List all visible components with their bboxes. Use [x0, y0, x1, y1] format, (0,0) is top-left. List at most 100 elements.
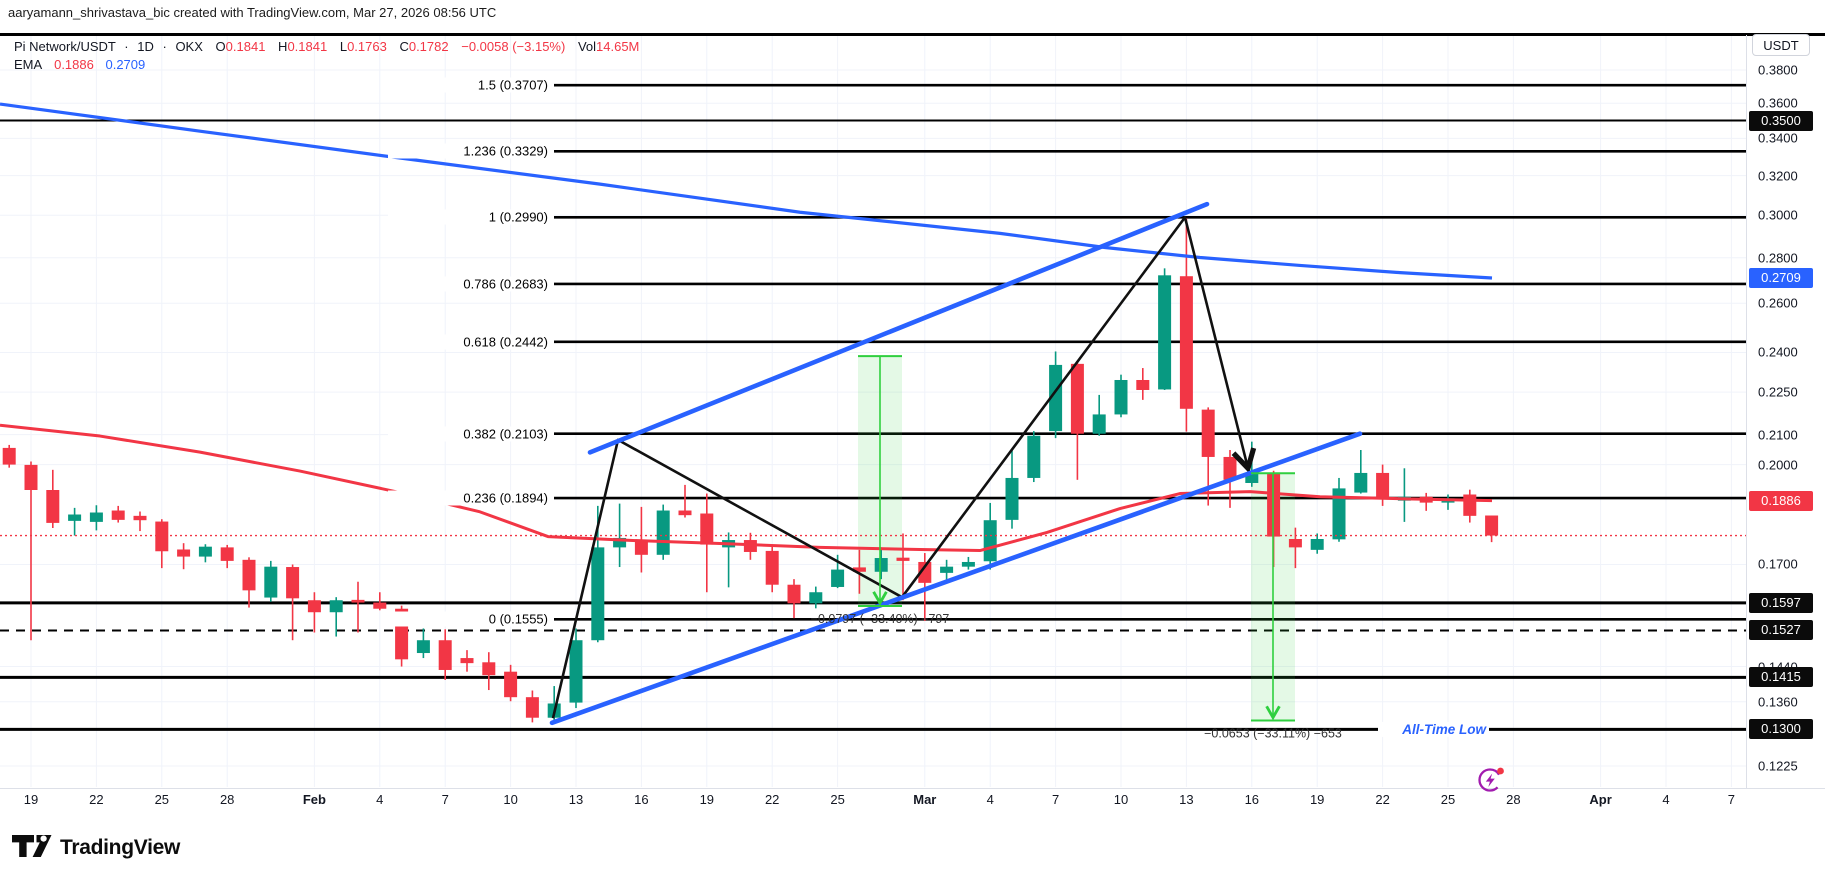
ema-legend[interactable]: EMA 0.1886 0.2709 — [14, 57, 145, 72]
price-badge: 0.1300 — [1749, 719, 1813, 740]
time-axis-label: 16 — [1244, 792, 1260, 807]
candle-body — [1485, 515, 1499, 536]
price-axis-label: 0.1225 — [1758, 758, 1798, 774]
candle-body — [656, 510, 670, 555]
low-value: 0.1763 — [347, 39, 387, 54]
candle-body — [482, 662, 496, 676]
event-lightning-icon[interactable] — [1476, 764, 1506, 794]
currency-unit-button[interactable]: USDT — [1752, 34, 1810, 56]
candle-body — [1310, 538, 1324, 550]
price-axis-label: 0.3600 — [1758, 95, 1798, 111]
time-axis-label: 19 — [1309, 792, 1325, 807]
countdown-timer: 15:03:06 — [1762, 543, 1809, 558]
price-badge: 0.1415 — [1749, 667, 1813, 688]
tradingview-logo[interactable]: TradingView — [12, 835, 180, 860]
lightning-bolt-glyph — [1485, 773, 1495, 787]
time-axis-label: 7 — [1051, 792, 1060, 807]
trendline[interactable] — [549, 431, 1363, 726]
time-axis-label: 22 — [89, 792, 104, 807]
volume-label: Vol — [577, 39, 597, 54]
price-badge: 0.3500 — [1749, 110, 1813, 131]
price-axis-label: 0.2000 — [1758, 457, 1798, 473]
candle-body — [896, 557, 910, 561]
time-axis-separator — [0, 788, 1825, 789]
price-axis-label: 0.2400 — [1758, 344, 1798, 360]
candle-body — [504, 671, 518, 698]
time-axis-label: Apr — [1589, 792, 1612, 807]
change-value: −0.0058 (−3.15%) — [461, 39, 566, 54]
price-badge: 0.1527 — [1749, 620, 1813, 641]
time-axis-label: 19 — [699, 792, 715, 807]
price-axis-label: 0.3800 — [1758, 62, 1798, 78]
ema-fast-line[interactable] — [0, 423, 1493, 553]
time-axis-label: 10 — [503, 792, 518, 807]
candle-body — [1463, 494, 1477, 516]
candle-body — [1070, 363, 1084, 434]
candle-body — [831, 569, 845, 587]
candle-body — [874, 558, 888, 572]
candle-body — [918, 561, 932, 583]
price-axis-label: 0.3200 — [1758, 168, 1798, 184]
candle-body — [1354, 472, 1368, 493]
candle-body — [307, 600, 321, 613]
candle-body — [634, 541, 648, 555]
candle-body — [89, 512, 103, 522]
candle-body — [1136, 379, 1150, 390]
candle-body — [1027, 435, 1041, 478]
fib-level-label: 0.236 (0.1894) — [388, 490, 554, 506]
candle-body — [68, 514, 82, 521]
price-range-label: −0.0797 (−33.40%) −797 — [811, 612, 950, 626]
open-label: O — [215, 39, 226, 54]
time-axis-label: 19 — [23, 792, 39, 807]
price-axis-separator — [1746, 35, 1747, 788]
candle-body — [133, 515, 147, 521]
volume-value: 14.65M — [596, 39, 640, 54]
time-axis-label: 4 — [986, 792, 994, 807]
candle-body — [961, 561, 975, 567]
candle-body — [1245, 472, 1259, 483]
candle-body — [613, 537, 627, 548]
candle-body — [2, 447, 16, 465]
close-value: 0.1782 — [408, 39, 449, 54]
symbol-legend[interactable]: Pi Network/USDT · 1D · OKX O0.1841 H0.18… — [14, 39, 639, 54]
candle-body — [1179, 276, 1193, 409]
time-axis-label: 13 — [1179, 792, 1194, 807]
ema-slow-value: 0.2709 — [105, 57, 146, 72]
candle-body — [198, 546, 212, 557]
time-axis-label: 25 — [154, 792, 170, 807]
candle-body — [242, 559, 256, 591]
ema-slow-line[interactable] — [0, 102, 1493, 280]
price-axis-label: 0.2100 — [1758, 427, 1798, 443]
time-axis-label: 16 — [634, 792, 649, 807]
fib-level-label: 1 (0.2990) — [388, 209, 554, 225]
candle-body — [787, 584, 801, 604]
candle-body — [1158, 275, 1172, 390]
candle-body — [678, 510, 692, 516]
interval-label[interactable]: 1D — [137, 39, 154, 54]
candlestick-chart-canvas[interactable]: −0.0797 (−33.40%) −797 −0.0653 (−33.11%) … — [0, 0, 1746, 788]
high-value: 0.1841 — [287, 39, 328, 54]
candle-body — [525, 697, 539, 718]
price-badge: 0.1782 15:03:06 — [1749, 526, 1822, 560]
candle-body — [416, 640, 430, 654]
tradingview-logo-glyph — [12, 835, 52, 857]
candle-body — [373, 602, 387, 609]
candle-body — [220, 547, 234, 561]
time-axis-label: 7 — [441, 792, 449, 807]
symbol-name[interactable]: Pi Network/USDT — [14, 39, 116, 54]
price-axis-label: 0.2600 — [1758, 295, 1798, 311]
exchange-label: OKX — [175, 39, 203, 54]
time-axis-label: 4 — [1662, 792, 1670, 807]
candle-body — [351, 599, 365, 603]
ema-label: EMA — [14, 57, 42, 72]
time-axis-label: 25 — [830, 792, 845, 807]
candle-body — [155, 521, 169, 552]
trendline[interactable] — [587, 201, 1210, 455]
price-axis-label: 0.3400 — [1758, 130, 1798, 146]
fib-level-label: 1.5 (0.3707) — [388, 77, 554, 93]
price-range-label: −0.0653 (−33.11%) −653 — [1204, 727, 1342, 741]
candle-body — [1092, 414, 1106, 434]
ema-fast-value: 0.1886 — [54, 57, 94, 72]
time-axis-label: 4 — [376, 792, 384, 807]
